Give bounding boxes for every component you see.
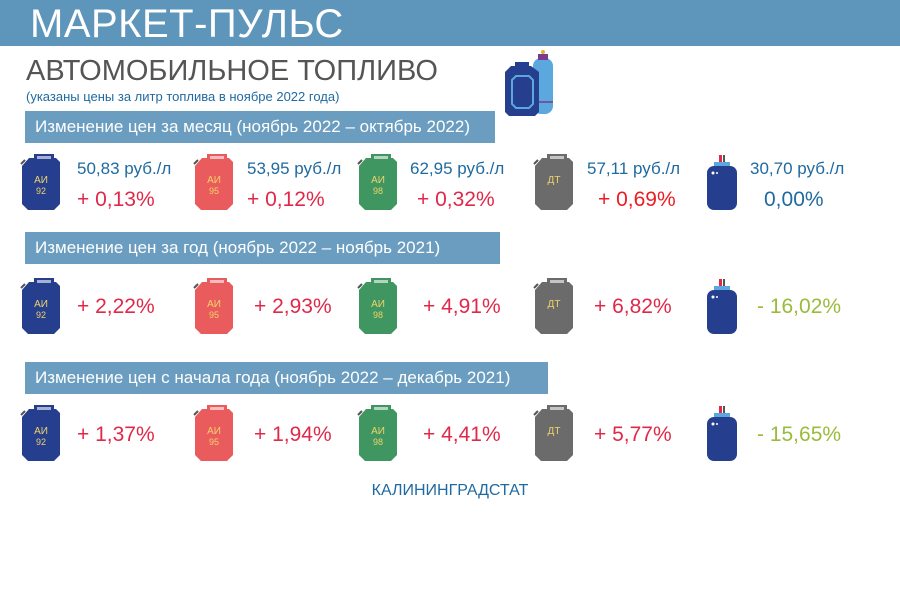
section-title-bar: Изменение цен за год (ноябрь 2022 – нояб… xyxy=(25,232,500,264)
gas-cylinder-icon xyxy=(707,406,737,461)
fuel-label: АИ xyxy=(371,299,385,310)
price-change-percent: + 6,82% xyxy=(594,295,672,318)
canister-icon: ДТ xyxy=(533,154,573,210)
fuel-label: ДТ xyxy=(548,299,561,310)
fuel-grade: 98 xyxy=(373,310,383,320)
page-subtitle: (указаны цены за литр топлива в ноябре 2… xyxy=(26,89,340,104)
fuel-label: АИ xyxy=(34,426,48,437)
fuel-label: АИ xyxy=(34,299,48,310)
price-change-percent: + 1,37% xyxy=(77,423,155,446)
footer-source: КАЛИНИНГРАДСТАТ xyxy=(371,482,529,499)
fuel-label: АИ xyxy=(207,175,221,186)
price-change-percent: + 5,77% xyxy=(594,423,672,446)
price-change-percent: + 1,94% xyxy=(254,423,332,446)
fuel-grade: 98 xyxy=(373,186,383,196)
fuel-label: ДТ xyxy=(548,175,561,186)
fuel-grade: 95 xyxy=(209,310,219,320)
price-change-percent: 0,00% xyxy=(764,188,824,211)
price-change-percent: + 4,91% xyxy=(423,295,501,318)
fuel-label: АИ xyxy=(34,175,48,186)
fuel-label: АИ xyxy=(207,426,221,437)
price-change-percent: + 0,13% xyxy=(77,188,155,211)
fuel-grade: 92 xyxy=(36,437,46,447)
gas-cylinder-icon xyxy=(707,279,737,334)
price-change-percent: - 16,02% xyxy=(757,295,842,318)
fuel-price: 50,83 руб./л xyxy=(77,159,172,178)
fuel-label: АИ xyxy=(371,426,385,437)
canister-icon: ДТ xyxy=(533,278,573,334)
fuel-price: 57,11 руб./л xyxy=(587,159,681,178)
fuel-price: 30,70 руб./л xyxy=(750,159,845,178)
fuel-label: АИ xyxy=(371,175,385,186)
section-title-bar: Изменение цен с начала года (ноябрь 2022… xyxy=(25,362,548,394)
fuel-price: 53,95 руб./л xyxy=(247,159,342,178)
fuel-label: АИ xyxy=(207,299,221,310)
price-change-percent: + 0,12% xyxy=(247,188,325,211)
fuel-grade: 95 xyxy=(209,186,219,196)
header-bar: МАРКЕТ-ПУЛЬС xyxy=(0,0,900,46)
fuel-illustration-icon xyxy=(505,50,553,116)
price-change-percent: - 15,65% xyxy=(757,423,842,446)
price-change-percent: + 0,32% xyxy=(417,188,495,211)
page-title: АВТОМОБИЛЬНОЕ ТОПЛИВО xyxy=(26,55,438,87)
fuel-label: ДТ xyxy=(548,426,561,437)
price-change-percent: + 2,93% xyxy=(254,295,332,318)
canister-icon: ДТ xyxy=(533,405,573,461)
price-change-percent: + 4,41% xyxy=(423,423,501,446)
fuel-grade: 92 xyxy=(36,186,46,196)
price-change-percent: + 0,69% xyxy=(598,188,676,211)
price-change-percent: + 2,22% xyxy=(77,295,155,318)
fuel-grade: 92 xyxy=(36,310,46,320)
fuel-grade: 98 xyxy=(373,437,383,447)
section-title-bar: Изменение цен за месяц (ноябрь 2022 – ок… xyxy=(25,111,495,143)
fuel-price: 62,95 руб./л xyxy=(410,159,505,178)
gas-cylinder-icon xyxy=(707,155,737,210)
fuel-grade: 95 xyxy=(209,437,219,447)
header-title: МАРКЕТ-ПУЛЬС xyxy=(30,2,344,46)
